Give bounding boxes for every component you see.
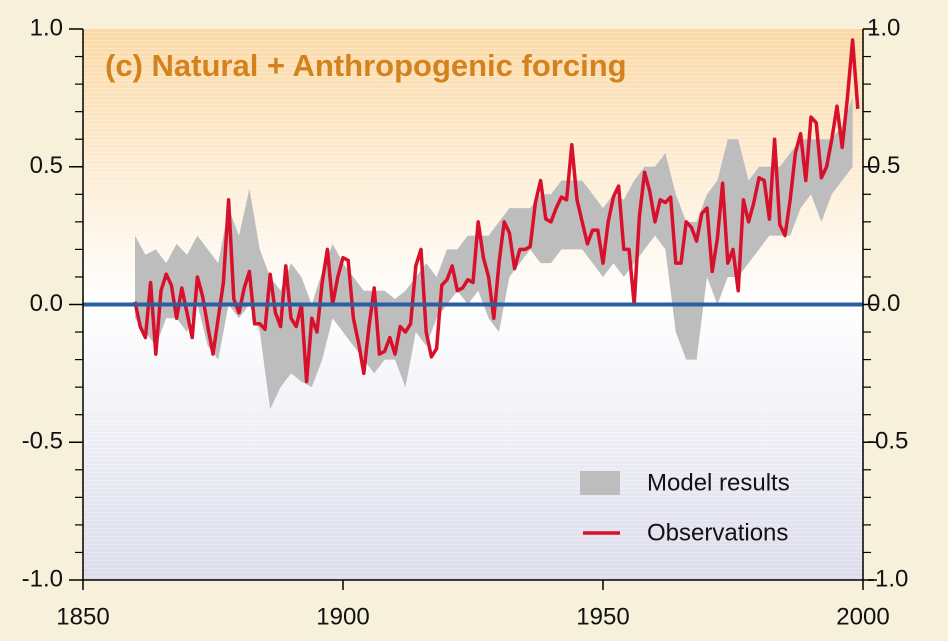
y-tick-label: -1.0 <box>22 565 63 592</box>
y2-tick-label: 1.0 <box>867 14 900 41</box>
y-tick-label: -0.5 <box>22 428 63 455</box>
observation-line <box>133 38 860 384</box>
y2-tick-label: 0.5 <box>867 152 900 179</box>
legend-label: Model results <box>647 469 790 496</box>
legend-label: Observations <box>647 519 788 546</box>
legend-swatch <box>580 471 620 495</box>
chart-title: (c) Natural + Anthropogenic forcing <box>105 48 627 83</box>
x-tick-label: 1950 <box>576 603 629 630</box>
y2-tick-label: -1.0 <box>867 565 908 592</box>
x-tick-label: 1850 <box>56 603 109 630</box>
y-tick-label: 1.0 <box>30 14 63 41</box>
x-tick-label: 1900 <box>316 603 369 630</box>
y-tick-label: 0.0 <box>30 290 63 317</box>
model-band <box>135 97 853 410</box>
y2-tick-label: -0.5 <box>867 428 908 455</box>
y-tick-label: 0.5 <box>30 152 63 179</box>
y2-tick-label: 0.0 <box>867 290 900 317</box>
x-tick-label: 2000 <box>836 603 889 630</box>
